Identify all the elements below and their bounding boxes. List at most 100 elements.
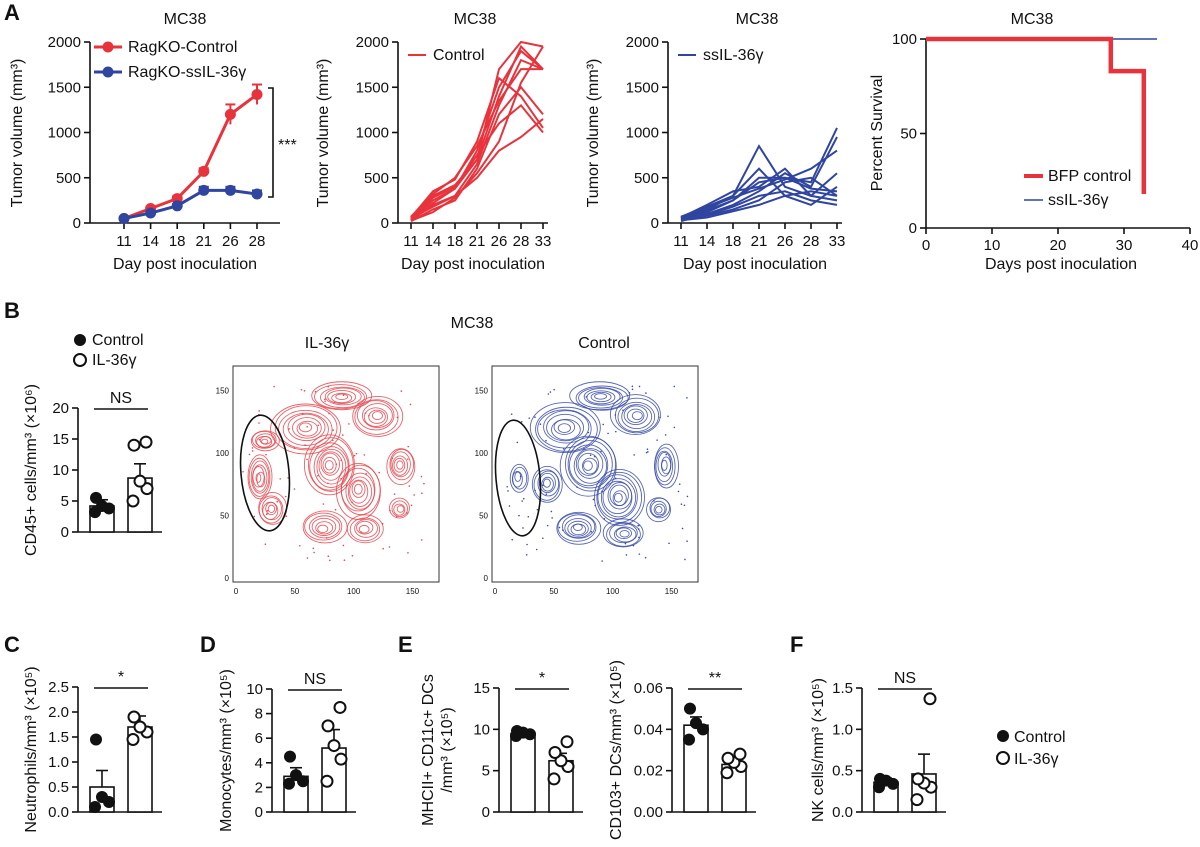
contour-ring bbox=[600, 478, 637, 518]
y-tick-label: 0.0 bbox=[832, 804, 853, 821]
contour-ring bbox=[396, 505, 405, 513]
event-dot bbox=[614, 477, 617, 480]
contour-ring bbox=[619, 530, 630, 538]
x-tick-label: 10 bbox=[984, 237, 1001, 254]
group-control bbox=[283, 750, 309, 813]
event-dot bbox=[395, 515, 398, 518]
data-point bbox=[910, 793, 924, 807]
contour-ring bbox=[287, 413, 326, 442]
event-dot bbox=[510, 413, 513, 415]
y-tick-label: 6 bbox=[255, 730, 263, 747]
chart-f: 0.0 0.5 1.0 1.5 NK cells/mm³ (×10⁵) NS bbox=[810, 670, 946, 822]
event-dot bbox=[614, 430, 617, 433]
event-dot bbox=[637, 528, 640, 530]
event-dot bbox=[680, 503, 683, 505]
y-axis-label: CD45+ cells/mm³ (×10⁶) bbox=[23, 384, 40, 556]
y-tick-label: 0 bbox=[482, 804, 490, 821]
data-point bbox=[547, 772, 561, 786]
event-dot bbox=[683, 504, 686, 507]
event-dot bbox=[332, 429, 334, 431]
significance-bracket bbox=[268, 87, 274, 198]
y-tick-label: 1500 bbox=[48, 79, 81, 96]
contour-ring bbox=[596, 471, 643, 523]
x-tick-label: 28 bbox=[513, 233, 530, 250]
y-tick-label: 10 bbox=[246, 681, 263, 698]
event-dot bbox=[348, 423, 350, 425]
event-dot bbox=[667, 415, 669, 418]
group-il36 bbox=[126, 435, 154, 533]
contour-ring bbox=[646, 497, 671, 523]
event-dot bbox=[279, 478, 282, 480]
y-tick-label: 0.04 bbox=[634, 721, 663, 738]
chart-title: MC38 bbox=[454, 11, 497, 28]
x-axis-label: Day post inoculation bbox=[401, 256, 545, 273]
y-tick-label: 1500 bbox=[626, 79, 659, 96]
contour-ring bbox=[569, 444, 609, 487]
data-point bbox=[251, 188, 263, 200]
event-dot bbox=[590, 530, 593, 533]
event-dot bbox=[334, 508, 337, 511]
data-point bbox=[96, 791, 108, 803]
event-dot bbox=[633, 454, 635, 456]
y-tick-label: 0 bbox=[61, 524, 69, 541]
contour-ring bbox=[613, 492, 623, 503]
x-tick-label: 18 bbox=[725, 233, 742, 250]
data-point bbox=[224, 184, 236, 196]
contour-ring bbox=[653, 503, 666, 516]
y-axis-label: Tumor volume (mm³) bbox=[585, 59, 602, 208]
event-dot bbox=[664, 434, 667, 436]
event-dot bbox=[539, 423, 542, 426]
contour-ring bbox=[529, 402, 601, 454]
contour-ring bbox=[356, 400, 395, 431]
group-il36 bbox=[720, 747, 748, 813]
event-dot bbox=[602, 423, 605, 426]
contour-ring bbox=[335, 393, 349, 401]
event-dot bbox=[656, 439, 658, 441]
y-tick-label: 2 bbox=[255, 779, 263, 796]
event-dot bbox=[420, 539, 423, 541]
event-dot bbox=[593, 455, 596, 458]
contour-ring bbox=[655, 450, 674, 483]
contour-ring bbox=[531, 465, 563, 503]
chart-title: MC38 bbox=[736, 11, 779, 28]
event-dot bbox=[553, 388, 555, 391]
event-dot bbox=[645, 451, 648, 454]
contour-ring bbox=[590, 391, 612, 403]
event-dot bbox=[406, 512, 408, 514]
panel-label-b: B bbox=[4, 298, 20, 323]
contour-ring bbox=[509, 463, 529, 493]
x-axis-label: Day post inoculation bbox=[683, 256, 827, 273]
mouse-curve-9 bbox=[410, 68, 543, 218]
event-dot bbox=[335, 463, 338, 465]
legend-label-bfp: BFP control bbox=[1048, 168, 1131, 185]
event-dot bbox=[299, 544, 301, 547]
x-tick-label: 14 bbox=[142, 233, 159, 250]
contour-ring bbox=[565, 436, 617, 492]
event-dot bbox=[253, 515, 256, 518]
contour-ring bbox=[575, 449, 604, 479]
event-dot bbox=[592, 498, 595, 501]
y-tick-label: 10 bbox=[52, 462, 69, 479]
flow-y-tick: 50 bbox=[220, 512, 229, 521]
data-point bbox=[327, 739, 341, 753]
event-dot bbox=[647, 451, 649, 453]
legend-control-label: Control bbox=[92, 332, 144, 349]
event-dot bbox=[265, 453, 267, 456]
data-point bbox=[284, 750, 296, 763]
y-tick-label: 5 bbox=[482, 763, 490, 780]
contour-ring bbox=[311, 517, 337, 536]
y-tick-label: 0.5 bbox=[832, 763, 853, 780]
x-tick-label: 33 bbox=[829, 233, 846, 250]
contour-ring bbox=[583, 387, 621, 406]
contour-ring bbox=[389, 497, 410, 519]
event-dot bbox=[353, 454, 356, 457]
contour-ring bbox=[567, 440, 613, 489]
y-tick-label: 2.5 bbox=[48, 679, 69, 696]
event-dot bbox=[522, 527, 524, 529]
y-tick-label: 0 bbox=[381, 215, 389, 232]
contour-ring bbox=[537, 470, 560, 497]
flow-title: MC38 bbox=[451, 315, 494, 332]
contour-ring bbox=[258, 495, 284, 524]
event-dot bbox=[624, 542, 627, 545]
contour-ring bbox=[389, 448, 415, 481]
